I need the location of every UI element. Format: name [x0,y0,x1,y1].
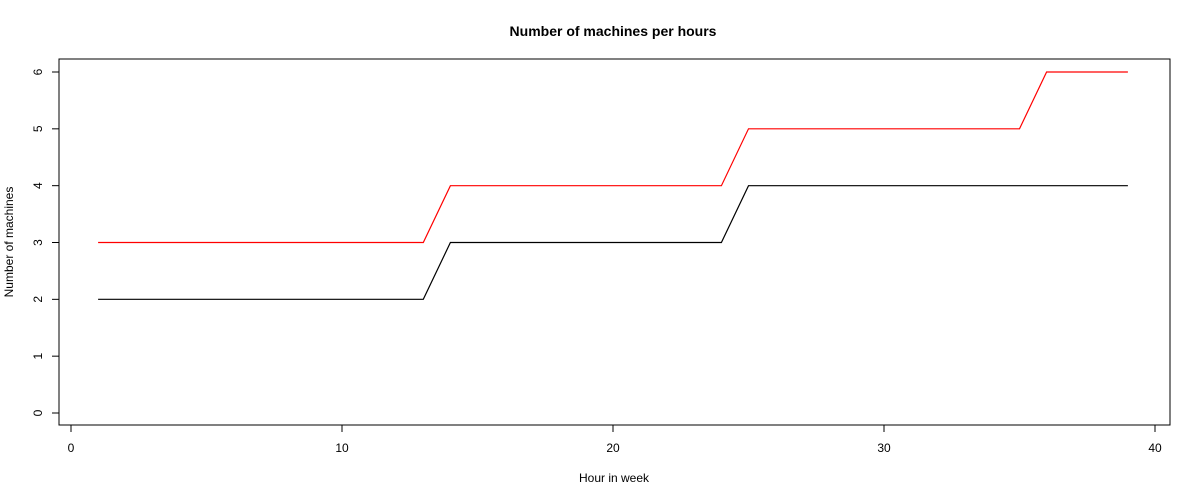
y-tick-label: 3 [31,239,45,246]
y-axis-label: Number of machines [2,187,16,298]
y-axis: 0 1 2 3 4 5 6 [31,68,60,416]
y-tick-label: 0 [31,409,45,416]
chart-title: Number of machines per hours [510,23,717,39]
y-tick-label: 6 [31,68,45,75]
y-tick-label: 5 [31,125,45,132]
x-tick-label: 30 [877,441,891,455]
series-line-2 [98,71,1128,244]
series-layer [98,71,1128,300]
x-axis-label: Hour in week [579,471,650,485]
x-tick-label: 20 [606,441,620,455]
x-axis: 0 10 20 30 40 [68,424,1162,455]
x-tick-label: 0 [68,441,75,455]
y-tick-label: 1 [31,353,45,360]
series-line-1 [98,185,1128,300]
x-tick-label: 10 [335,441,349,455]
y-tick-label: 2 [31,296,45,303]
y-tick-label: 4 [31,182,45,189]
x-tick-label: 40 [1148,441,1162,455]
